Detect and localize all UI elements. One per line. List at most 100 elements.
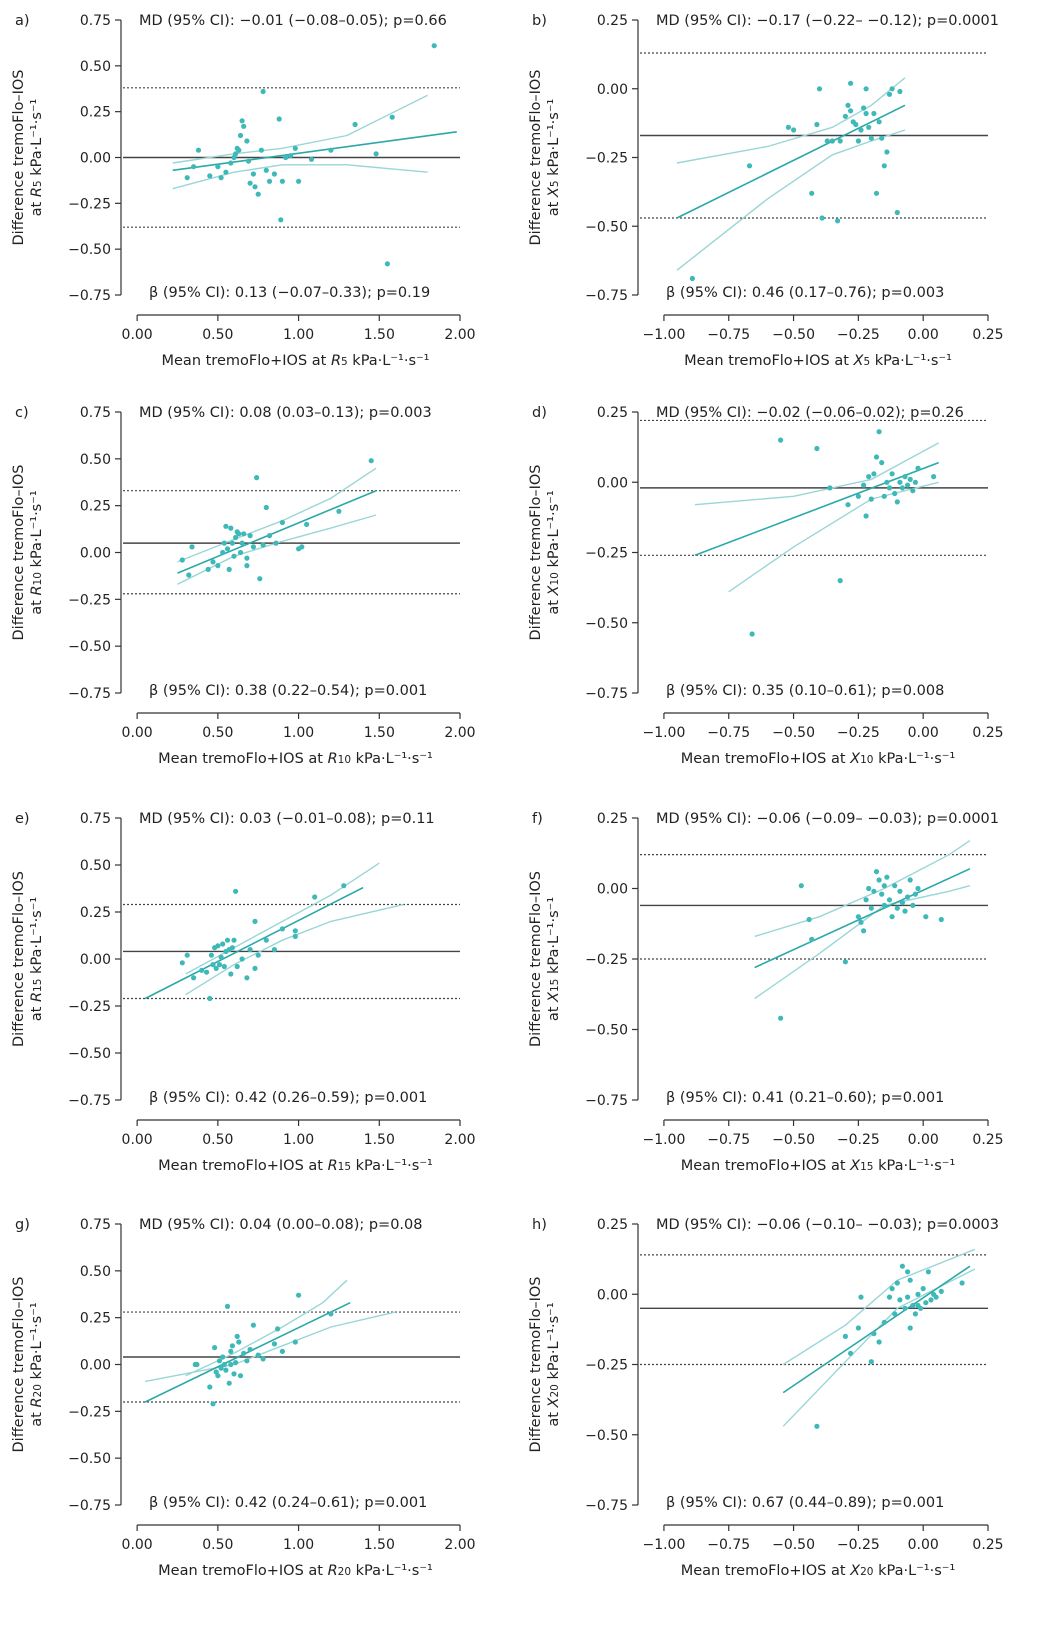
data-point	[241, 123, 247, 129]
data-point	[845, 102, 851, 108]
data-point	[237, 1373, 244, 1379]
data-point	[809, 190, 815, 196]
data-point	[221, 540, 227, 546]
data-point	[244, 563, 250, 569]
data-point	[886, 91, 893, 97]
ci-upper-curve	[676, 77, 906, 164]
data-point	[863, 897, 869, 903]
data-point	[894, 905, 900, 911]
x-tick-label: −1.00	[642, 1132, 685, 1148]
data-point	[223, 1367, 229, 1373]
x-tick-label: −0.75	[707, 1537, 750, 1553]
data-point	[816, 86, 823, 92]
x-tick-label: 0.00	[122, 1537, 153, 1553]
data-point	[907, 476, 913, 482]
data-point	[207, 995, 213, 1002]
y-tick-label: −0.75	[68, 288, 111, 304]
y-tick-label: −0.25	[68, 999, 111, 1015]
data-point	[829, 138, 836, 144]
data-point	[255, 191, 261, 197]
data-point	[863, 513, 869, 519]
data-point	[910, 1302, 916, 1309]
data-point	[861, 482, 867, 488]
data-point	[218, 954, 224, 960]
x-tick-label: 1.50	[364, 327, 395, 343]
data-point	[855, 138, 862, 144]
data-point	[871, 888, 877, 894]
y-tick-label: 0.25	[597, 13, 628, 29]
data-point	[221, 1361, 227, 1368]
data-point	[229, 945, 235, 951]
data-point	[920, 1286, 926, 1292]
panel-e: 0.75 0.50 0.25 0.00 −0.25 −0.50 −0.75 0.00 0.50 1…	[11, 811, 476, 1174]
x-tick-label: −0.25	[837, 327, 880, 343]
x-tick-label: −0.75	[707, 327, 750, 343]
data-point	[287, 153, 294, 159]
data-point	[389, 114, 395, 120]
x-tick-label: −0.50	[772, 1537, 815, 1553]
data-point	[215, 943, 221, 949]
data-point	[819, 215, 825, 221]
beta-annotation: β (95% CI): 0.42 (0.26–0.59); p=0.001	[149, 1090, 427, 1106]
data-point	[858, 919, 864, 925]
data-point	[271, 171, 277, 177]
panel-letter: h)	[532, 1217, 547, 1233]
data-point	[223, 169, 229, 175]
data-point	[897, 1297, 903, 1303]
data-point	[195, 147, 202, 153]
data-point	[292, 1339, 298, 1345]
data-point	[368, 458, 374, 464]
x-tick-label: −0.75	[707, 1132, 750, 1148]
data-point	[910, 488, 916, 494]
data-point	[923, 914, 929, 920]
data-point	[897, 88, 903, 95]
x-tick-label: 0.25	[972, 327, 1003, 343]
data-point	[228, 1348, 234, 1354]
data-point	[247, 1346, 253, 1353]
x-tick-label: 2.00	[444, 725, 475, 741]
x-tick-label: 1.50	[364, 725, 395, 741]
data-point	[210, 559, 216, 565]
x-tick-label: 0.00	[908, 1132, 939, 1148]
data-point	[837, 578, 843, 584]
data-point	[266, 533, 273, 539]
y-tick-label: 0.25	[80, 105, 111, 121]
data-point	[234, 963, 240, 970]
data-point	[236, 531, 242, 537]
y-axis-label-line2: at R5 kPa·L⁻¹·s⁻¹	[29, 98, 45, 216]
ci-upper-curve	[694, 442, 940, 506]
panel-f: 0.25 0.00 −0.25 −0.50 −0.75 −1.00 −0.75 −0.50 −0…	[528, 811, 1004, 1174]
data-point	[824, 138, 830, 144]
y-tick-label: 0.25	[80, 499, 111, 515]
data-point	[879, 891, 885, 897]
data-point	[778, 1015, 784, 1021]
data-point	[879, 460, 885, 466]
data-point	[233, 534, 239, 541]
data-point	[855, 914, 862, 920]
data-point	[328, 147, 334, 153]
x-tick-label: −0.25	[837, 1132, 880, 1148]
data-point	[866, 885, 872, 892]
ci-lower-curve	[728, 481, 939, 593]
x-tick-label: 0.00	[122, 327, 153, 343]
data-point	[224, 937, 231, 943]
ci-upper-curve	[782, 1248, 976, 1366]
data-point	[278, 217, 284, 223]
y-tick-label: −0.25	[68, 592, 111, 608]
data-point	[263, 504, 269, 511]
data-point	[244, 1358, 250, 1364]
y-axis-label-line2: at R20 kPa·L⁻¹·s⁻¹	[29, 1302, 45, 1427]
data-point	[868, 135, 874, 141]
md-annotation: MD (95% CI): −0.06 (−0.09– −0.03); p=0.0…	[656, 811, 999, 827]
data-point	[184, 175, 190, 181]
ci-lower-curve	[177, 514, 377, 585]
data-point	[868, 496, 874, 502]
x-tick-label: 0.25	[972, 1537, 1003, 1553]
data-point	[855, 1325, 862, 1331]
x-tick-label: 0.50	[202, 725, 233, 741]
data-point	[336, 508, 342, 514]
data-point	[254, 475, 260, 481]
data-point	[247, 947, 253, 953]
data-point	[873, 190, 880, 196]
